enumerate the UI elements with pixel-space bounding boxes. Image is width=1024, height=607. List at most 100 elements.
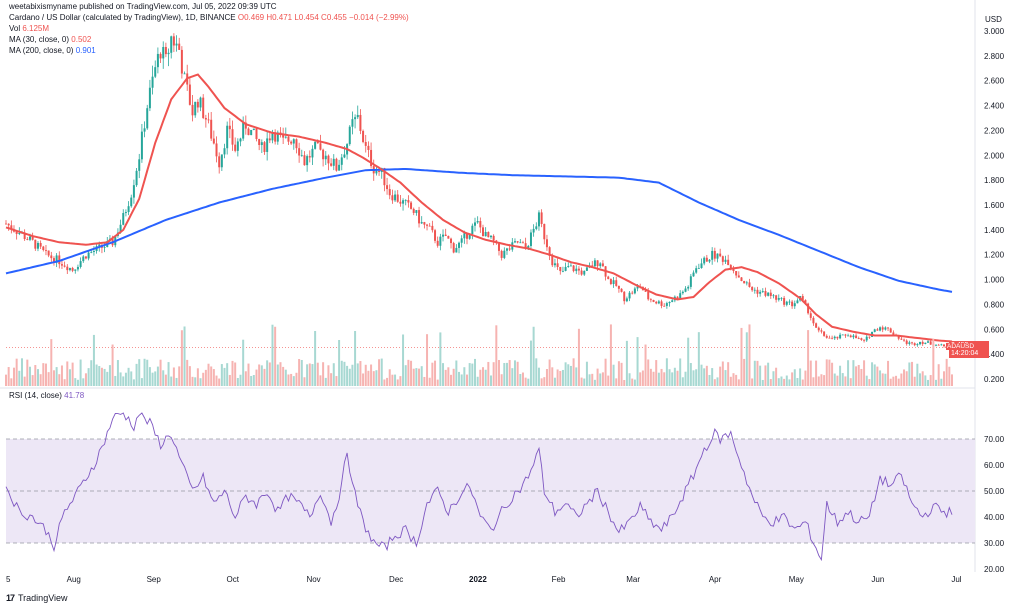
ma30-line[interactable] [5,73,953,343]
candle-body [527,245,530,249]
time-axis[interactable]: 5 Aug Sep Oct Nov Dec 2022 Feb Mar Apr May Jun Jul [6,575,962,584]
volume-bar [324,377,327,386]
rsi-pane[interactable] [5,412,975,562]
volume-bar [529,340,532,386]
candle-body [572,265,575,272]
tradingview-footer[interactable]: 17 TradingView [6,593,68,603]
volume-bar [900,373,903,386]
volume-bar [450,374,453,386]
volume-bar [919,373,922,386]
candle-body [60,264,63,266]
candle-body [911,342,914,344]
rsi-legend[interactable]: RSI (14, close) 41.78 [9,391,84,401]
volume-bar [911,361,914,386]
candle-body [319,143,322,150]
ma200-legend[interactable]: MA (200, close, 0) 0.901 [9,46,96,56]
volume-bar [801,379,804,386]
candle-body [343,154,346,158]
vol-legend[interactable]: Vol 6.125M [9,24,49,34]
volume-bar [42,363,45,386]
volume-bar [415,368,418,386]
volume-bar [484,369,487,386]
volume-bar [548,359,551,386]
candle-body [724,259,727,262]
candle-body [63,265,66,267]
volume-bar [466,374,469,386]
price-axis[interactable]: 3.000 2.800 2.600 2.400 2.200 2.000 1.800 1.600… [984,27,1005,574]
volume-bar [223,367,226,386]
bar-countdown: 14:20:04 [951,350,979,357]
candle-body [831,337,834,339]
ma200-line[interactable] [5,168,953,293]
volume-bar [84,373,87,386]
volume-bar [713,379,716,386]
candle-body [258,139,261,146]
candle-body [559,266,562,272]
volume-bar [647,359,650,386]
volume-bar [391,374,394,386]
volume-bar [114,375,117,386]
volume-bar [561,369,564,386]
candle-body [340,157,343,165]
volume-bar [743,358,746,386]
candle-body [36,242,39,249]
volume-bar [338,339,341,386]
price-pane[interactable] [0,0,976,572]
ma30-legend[interactable]: MA (30, close, 0) 0.502 [9,35,91,45]
rsi-label: RSI (14, close) [9,391,62,400]
volume-bar [39,374,42,386]
candle-body [532,228,535,233]
volume-bar [719,366,722,386]
candle-body [580,270,583,275]
volume-bar [524,377,527,386]
rsi-value: 41.78 [64,391,85,400]
candle-body [31,236,34,240]
volume-bar [943,371,946,386]
volume-bar [575,367,578,386]
volume-bar [132,379,135,386]
volume-bar [111,344,114,386]
volume-bar [740,327,743,386]
volume-bar [122,376,125,386]
volume-bar [191,376,194,386]
volume-bar [564,362,567,386]
candle-body [471,225,474,234]
volume-bar [314,330,317,386]
symbol-title[interactable]: Cardano / US Dollar (calculated by Tradi… [9,13,236,22]
candle-body [903,339,906,341]
candle-body [791,301,794,307]
volume-bar [143,358,146,386]
volume-bar [671,372,674,386]
volume-bar [220,364,223,386]
candle-body [202,97,205,118]
candle-body [772,295,775,297]
rsi-line[interactable] [5,412,953,562]
candle-body [436,240,439,246]
candle-body [148,87,151,109]
candle-body [719,253,722,257]
volume-bar [407,359,410,386]
candle-body [103,247,106,248]
volume-bar [599,373,602,386]
volume-pane [5,324,953,386]
candle-body [599,263,602,267]
volume-bar [463,367,466,386]
candle-body [44,250,47,251]
candle-body [900,338,903,340]
candle-body [127,206,130,213]
candle-body [306,156,309,166]
candle-body [665,303,668,306]
candle-body [548,247,551,256]
candle-body [633,288,636,294]
volume-bar [753,360,756,386]
candle-body [551,255,554,266]
candle-body [535,226,538,229]
volume-bar [676,370,679,386]
candle-body [569,265,572,267]
volume-bar [135,363,138,386]
price-tick-label: 1.000 [984,276,1005,285]
candle-body [388,189,391,196]
volume-bar [839,365,842,386]
candle-body [487,231,490,238]
